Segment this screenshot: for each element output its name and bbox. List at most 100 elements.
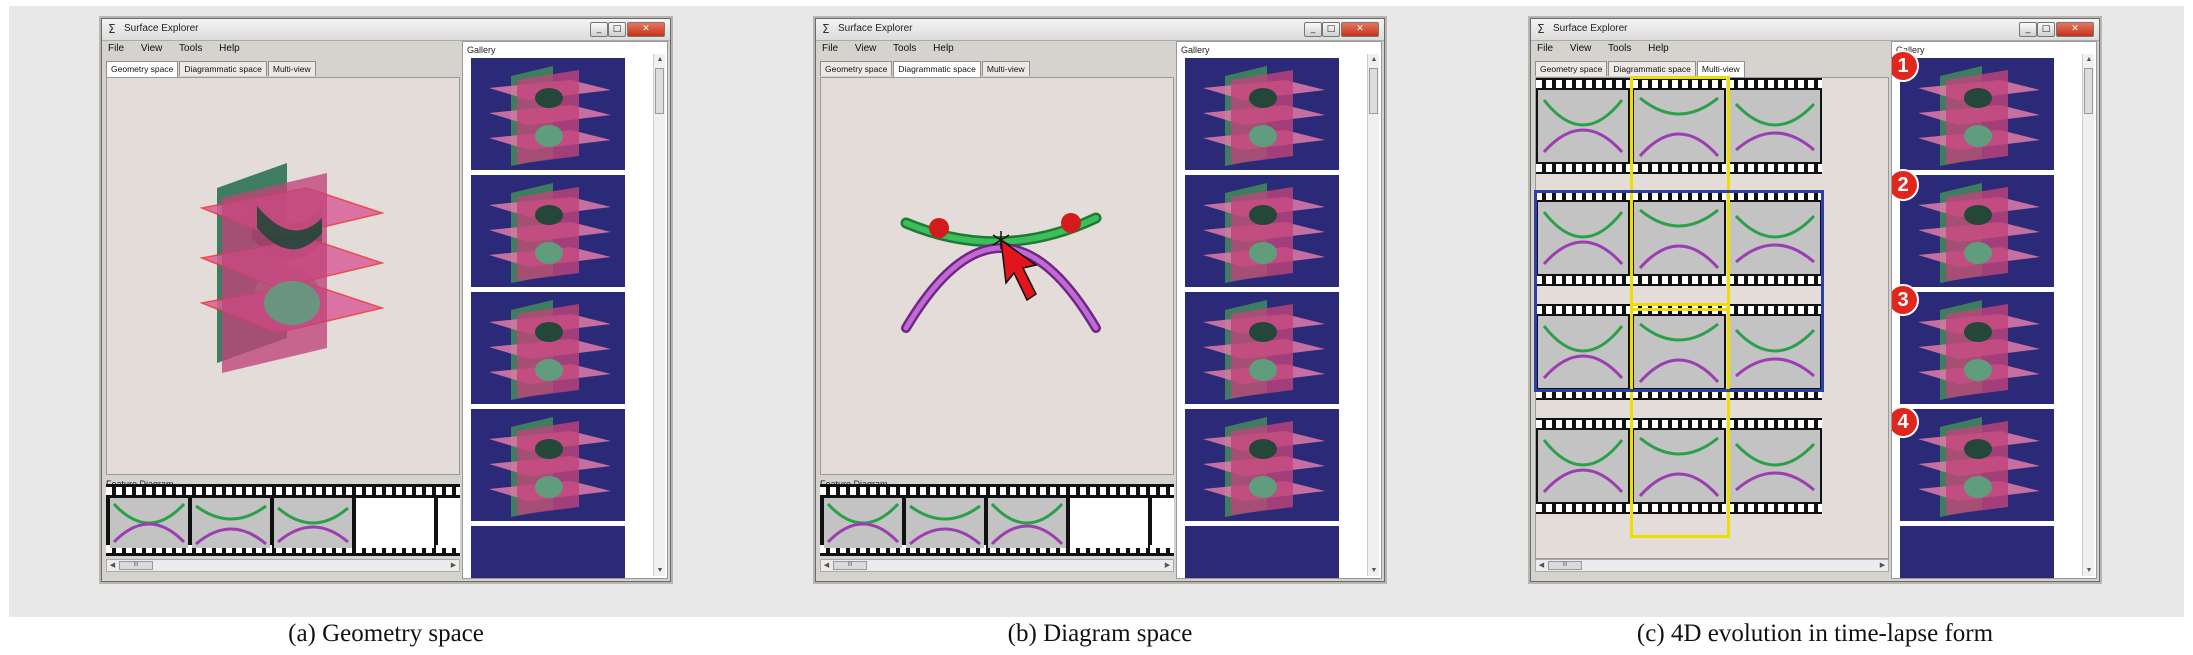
maximize-button[interactable]: □: [2037, 22, 2055, 37]
diagram-cell[interactable]: [1536, 190, 1630, 286]
menu-view[interactable]: View: [140, 43, 163, 54]
menu-file[interactable]: File: [1537, 43, 1554, 54]
diagram-frame[interactable]: [274, 498, 352, 548]
diagram-cell[interactable]: [1632, 78, 1726, 174]
menu-tools[interactable]: Tools: [1608, 43, 1632, 54]
title-bar[interactable]: Σ Surface Explorer _ □ ✕: [816, 19, 1384, 41]
scroll-thumb[interactable]: [655, 68, 664, 114]
minimize-button[interactable]: _: [1304, 22, 1322, 37]
scroll-left-icon[interactable]: ◀: [1538, 562, 1545, 569]
tab-geometry-space[interactable]: Geometry space: [106, 61, 179, 77]
control-point[interactable]: [1061, 213, 1081, 233]
diagram-frame[interactable]: [988, 498, 1066, 548]
menu-file[interactable]: File: [822, 43, 839, 54]
tab-geometry-space[interactable]: Geometry space: [820, 61, 893, 76]
scroll-right-icon[interactable]: ▶: [450, 562, 457, 569]
diagram-cell[interactable]: [1728, 78, 1822, 174]
diagram-frame[interactable]: [110, 498, 188, 548]
scroll-right-icon[interactable]: ▶: [1879, 562, 1886, 569]
title-bar[interactable]: Σ Surface Explorer _ □ ✕: [102, 19, 670, 41]
diagram-cell[interactable]: [1536, 78, 1630, 174]
tab-multi-view[interactable]: Multi-view: [267, 61, 316, 76]
gallery-item[interactable]: [471, 526, 625, 578]
gallery-item[interactable]: [471, 409, 625, 521]
diagram-cell[interactable]: [1536, 304, 1630, 400]
diagram-viewport[interactable]: [820, 77, 1174, 475]
scroll-thumb[interactable]: [1369, 68, 1378, 114]
gallery-scrollbar[interactable]: ▲ ▼: [2082, 54, 2094, 576]
maximize-button[interactable]: □: [1322, 22, 1340, 37]
diagram-cell[interactable]: [1632, 418, 1726, 514]
menu-view[interactable]: View: [854, 43, 877, 54]
scroll-right-icon[interactable]: ▶: [1164, 562, 1171, 569]
scroll-down-icon[interactable]: ▼: [656, 567, 664, 574]
scroll-left-icon[interactable]: ◀: [823, 562, 830, 569]
tab-diagrammatic-space[interactable]: Diagrammatic space: [893, 61, 981, 77]
tab-multi-view[interactable]: Multi-view: [981, 61, 1030, 76]
gallery-item[interactable]: [1185, 175, 1339, 287]
diagram-cell[interactable]: [1632, 190, 1726, 286]
menu-tools[interactable]: Tools: [893, 43, 917, 54]
empty-frame[interactable]: [438, 498, 460, 548]
diagram-cell[interactable]: [1728, 190, 1822, 286]
diagram-cell[interactable]: [1728, 304, 1822, 400]
feature-diagram-filmstrip[interactable]: [820, 484, 1174, 556]
scroll-up-icon[interactable]: ▲: [1370, 56, 1378, 63]
horizontal-scrollbar[interactable]: ◀ III ▶: [1535, 559, 1889, 572]
scroll-up-icon[interactable]: ▲: [656, 56, 664, 63]
gallery-item[interactable]: [1900, 526, 2054, 578]
gallery-item[interactable]: [471, 58, 625, 170]
gallery-scrollbar[interactable]: ▲ ▼: [1367, 54, 1379, 576]
gallery-item[interactable]: [471, 292, 625, 404]
horizontal-scrollbar[interactable]: ◀ III ▶: [820, 559, 1174, 572]
scroll-thumb[interactable]: III: [1548, 561, 1582, 570]
menu-tools[interactable]: Tools: [179, 43, 203, 54]
close-button[interactable]: ✕: [627, 22, 665, 37]
diagram-frame[interactable]: [906, 498, 984, 548]
empty-frame[interactable]: [1070, 498, 1148, 548]
tab-multi-view[interactable]: Multi-view: [1696, 61, 1745, 77]
diagram-cell[interactable]: [1536, 418, 1630, 514]
gallery-item[interactable]: [1185, 58, 1339, 170]
scroll-thumb[interactable]: III: [833, 561, 867, 570]
gallery-item[interactable]: [1185, 526, 1339, 578]
diagram-frame[interactable]: [824, 498, 902, 548]
close-button[interactable]: ✕: [1341, 22, 1379, 37]
multi-view-grid[interactable]: [1534, 76, 1889, 559]
scroll-left-icon[interactable]: ◀: [109, 562, 116, 569]
geometry-viewport[interactable]: [106, 77, 460, 475]
feature-diagram-filmstrip[interactable]: [106, 484, 460, 556]
menu-help[interactable]: Help: [1648, 43, 1669, 54]
scroll-thumb[interactable]: III: [119, 561, 153, 570]
control-point[interactable]: [929, 218, 949, 238]
gallery-item[interactable]: [1185, 409, 1339, 521]
scroll-down-icon[interactable]: ▼: [1370, 567, 1378, 574]
tab-geometry-space[interactable]: Geometry space: [1535, 61, 1608, 76]
maximize-button[interactable]: □: [608, 22, 626, 37]
gallery-item[interactable]: [1185, 292, 1339, 404]
tab-diagrammatic-space[interactable]: Diagrammatic space: [179, 61, 267, 76]
scroll-down-icon[interactable]: ▼: [2085, 567, 2093, 574]
horizontal-scrollbar[interactable]: ◀ III ▶: [106, 559, 460, 572]
close-button[interactable]: ✕: [2056, 22, 2094, 37]
menu-file[interactable]: File: [108, 43, 125, 54]
menu-help[interactable]: Help: [933, 43, 954, 54]
tab-diagrammatic-space[interactable]: Diagrammatic space: [1608, 61, 1696, 76]
gallery-item[interactable]: [471, 175, 625, 287]
diagram-cell[interactable]: [1632, 304, 1726, 400]
scroll-thumb[interactable]: [2084, 68, 2093, 114]
gallery-item[interactable]: [1900, 292, 2054, 404]
diagram-frame[interactable]: [192, 498, 270, 548]
minimize-button[interactable]: _: [590, 22, 608, 37]
empty-frame[interactable]: [1152, 498, 1174, 548]
gallery-item[interactable]: [1900, 175, 2054, 287]
title-bar[interactable]: Σ Surface Explorer _ □ ✕: [1531, 19, 2099, 41]
scroll-up-icon[interactable]: ▲: [2085, 56, 2093, 63]
menu-view[interactable]: View: [1569, 43, 1592, 54]
gallery-item[interactable]: [1900, 409, 2054, 521]
menu-help[interactable]: Help: [219, 43, 240, 54]
empty-frame[interactable]: [356, 498, 434, 548]
minimize-button[interactable]: _: [2019, 22, 2037, 37]
diagram-cell[interactable]: [1728, 418, 1822, 514]
gallery-item[interactable]: [1900, 58, 2054, 170]
